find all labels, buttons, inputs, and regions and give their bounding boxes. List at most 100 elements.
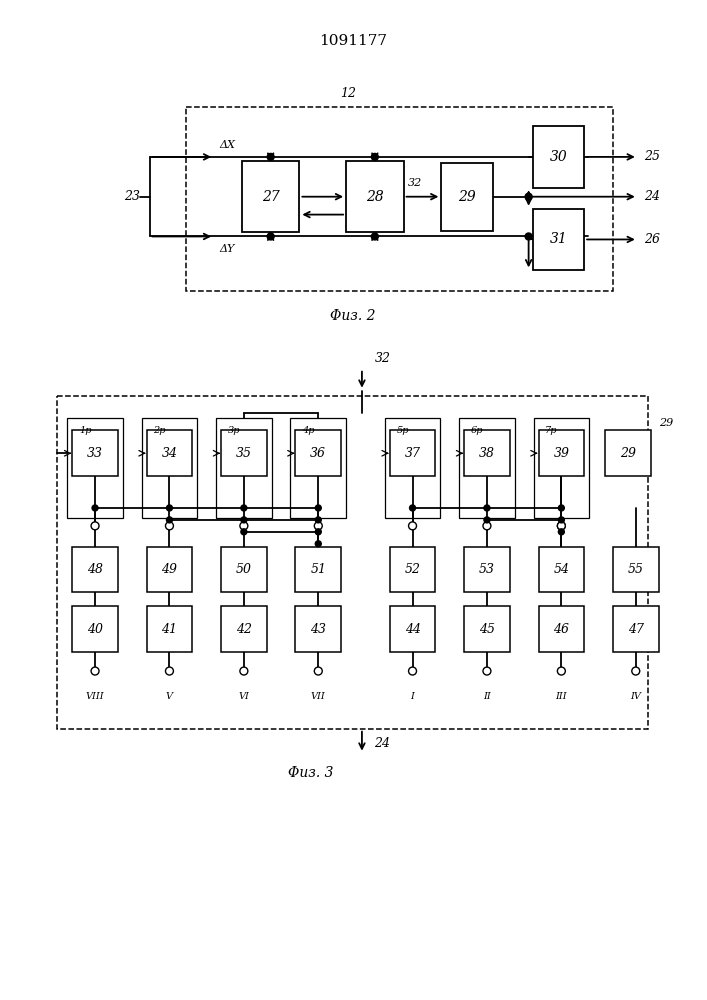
Circle shape bbox=[240, 667, 248, 675]
Text: 2p: 2p bbox=[153, 426, 165, 435]
Text: 45: 45 bbox=[479, 623, 495, 636]
Bar bbox=[72, 430, 118, 476]
Circle shape bbox=[632, 667, 640, 675]
Circle shape bbox=[315, 667, 322, 675]
Bar bbox=[221, 430, 267, 476]
Text: 27: 27 bbox=[262, 190, 279, 204]
Circle shape bbox=[559, 529, 564, 535]
Bar bbox=[390, 547, 436, 592]
Bar bbox=[390, 430, 436, 476]
Text: 47: 47 bbox=[628, 623, 644, 636]
Circle shape bbox=[525, 233, 532, 240]
Bar bbox=[613, 606, 659, 652]
Text: 1091177: 1091177 bbox=[319, 34, 387, 48]
Text: 6p: 6p bbox=[471, 426, 484, 435]
Circle shape bbox=[525, 193, 532, 200]
Circle shape bbox=[92, 505, 98, 511]
Bar bbox=[146, 606, 192, 652]
Bar bbox=[539, 547, 584, 592]
Text: 29: 29 bbox=[659, 418, 673, 428]
Text: 29: 29 bbox=[458, 190, 476, 204]
Bar bbox=[385, 418, 440, 518]
Circle shape bbox=[315, 505, 321, 511]
Text: 37: 37 bbox=[404, 447, 421, 460]
Circle shape bbox=[91, 667, 99, 675]
Circle shape bbox=[371, 153, 378, 160]
Circle shape bbox=[315, 517, 321, 523]
Bar bbox=[242, 161, 300, 232]
Text: II: II bbox=[483, 692, 491, 701]
Text: 34: 34 bbox=[161, 447, 177, 460]
Bar bbox=[146, 430, 192, 476]
Bar bbox=[57, 396, 648, 729]
Text: Φиз. 2: Φиз. 2 bbox=[330, 309, 375, 323]
Text: 36: 36 bbox=[310, 447, 326, 460]
Text: 54: 54 bbox=[554, 563, 569, 576]
Circle shape bbox=[267, 233, 274, 240]
Bar bbox=[187, 107, 613, 291]
Circle shape bbox=[267, 153, 274, 160]
Text: 24: 24 bbox=[374, 737, 390, 750]
Text: 41: 41 bbox=[161, 623, 177, 636]
Text: 32: 32 bbox=[375, 352, 391, 365]
Text: 38: 38 bbox=[479, 447, 495, 460]
Circle shape bbox=[371, 233, 378, 240]
Text: 29: 29 bbox=[620, 447, 636, 460]
Text: III: III bbox=[556, 692, 567, 701]
Bar bbox=[441, 163, 493, 231]
Circle shape bbox=[241, 505, 247, 511]
Bar bbox=[464, 606, 510, 652]
Circle shape bbox=[166, 517, 173, 523]
Circle shape bbox=[240, 522, 248, 530]
Text: 7p: 7p bbox=[545, 426, 558, 435]
Circle shape bbox=[166, 505, 173, 511]
Text: 49: 49 bbox=[161, 563, 177, 576]
Text: ΔY: ΔY bbox=[219, 244, 235, 254]
Bar bbox=[296, 547, 341, 592]
Text: 31: 31 bbox=[549, 232, 567, 246]
Circle shape bbox=[315, 541, 321, 547]
Circle shape bbox=[91, 522, 99, 530]
Bar bbox=[605, 430, 650, 476]
Bar bbox=[532, 209, 584, 270]
Text: ΔX: ΔX bbox=[219, 140, 235, 150]
Text: 30: 30 bbox=[549, 150, 567, 164]
Bar bbox=[390, 606, 436, 652]
Bar bbox=[613, 547, 659, 592]
Circle shape bbox=[409, 505, 416, 511]
Text: 43: 43 bbox=[310, 623, 326, 636]
Bar bbox=[539, 430, 584, 476]
Bar bbox=[216, 418, 271, 518]
Bar bbox=[346, 161, 404, 232]
Circle shape bbox=[557, 522, 566, 530]
Text: 46: 46 bbox=[554, 623, 569, 636]
Bar bbox=[464, 547, 510, 592]
Text: V: V bbox=[166, 692, 173, 701]
Circle shape bbox=[241, 529, 247, 535]
Bar bbox=[296, 606, 341, 652]
Bar bbox=[221, 606, 267, 652]
Circle shape bbox=[315, 522, 322, 530]
Text: 50: 50 bbox=[236, 563, 252, 576]
Bar bbox=[296, 430, 341, 476]
Text: 25: 25 bbox=[643, 150, 660, 163]
Text: 39: 39 bbox=[554, 447, 569, 460]
Text: 53: 53 bbox=[479, 563, 495, 576]
Bar bbox=[67, 418, 123, 518]
Circle shape bbox=[483, 667, 491, 675]
Bar bbox=[72, 606, 118, 652]
Bar bbox=[534, 418, 589, 518]
Text: 26: 26 bbox=[643, 233, 660, 246]
Bar bbox=[141, 418, 197, 518]
Circle shape bbox=[409, 522, 416, 530]
Bar bbox=[459, 418, 515, 518]
Circle shape bbox=[165, 522, 173, 530]
Text: VII: VII bbox=[311, 692, 326, 701]
Circle shape bbox=[484, 517, 490, 523]
Text: 51: 51 bbox=[310, 563, 326, 576]
Text: 1p: 1p bbox=[79, 426, 91, 435]
Circle shape bbox=[165, 667, 173, 675]
Text: 23: 23 bbox=[124, 190, 140, 203]
Text: 44: 44 bbox=[404, 623, 421, 636]
Circle shape bbox=[559, 505, 564, 511]
